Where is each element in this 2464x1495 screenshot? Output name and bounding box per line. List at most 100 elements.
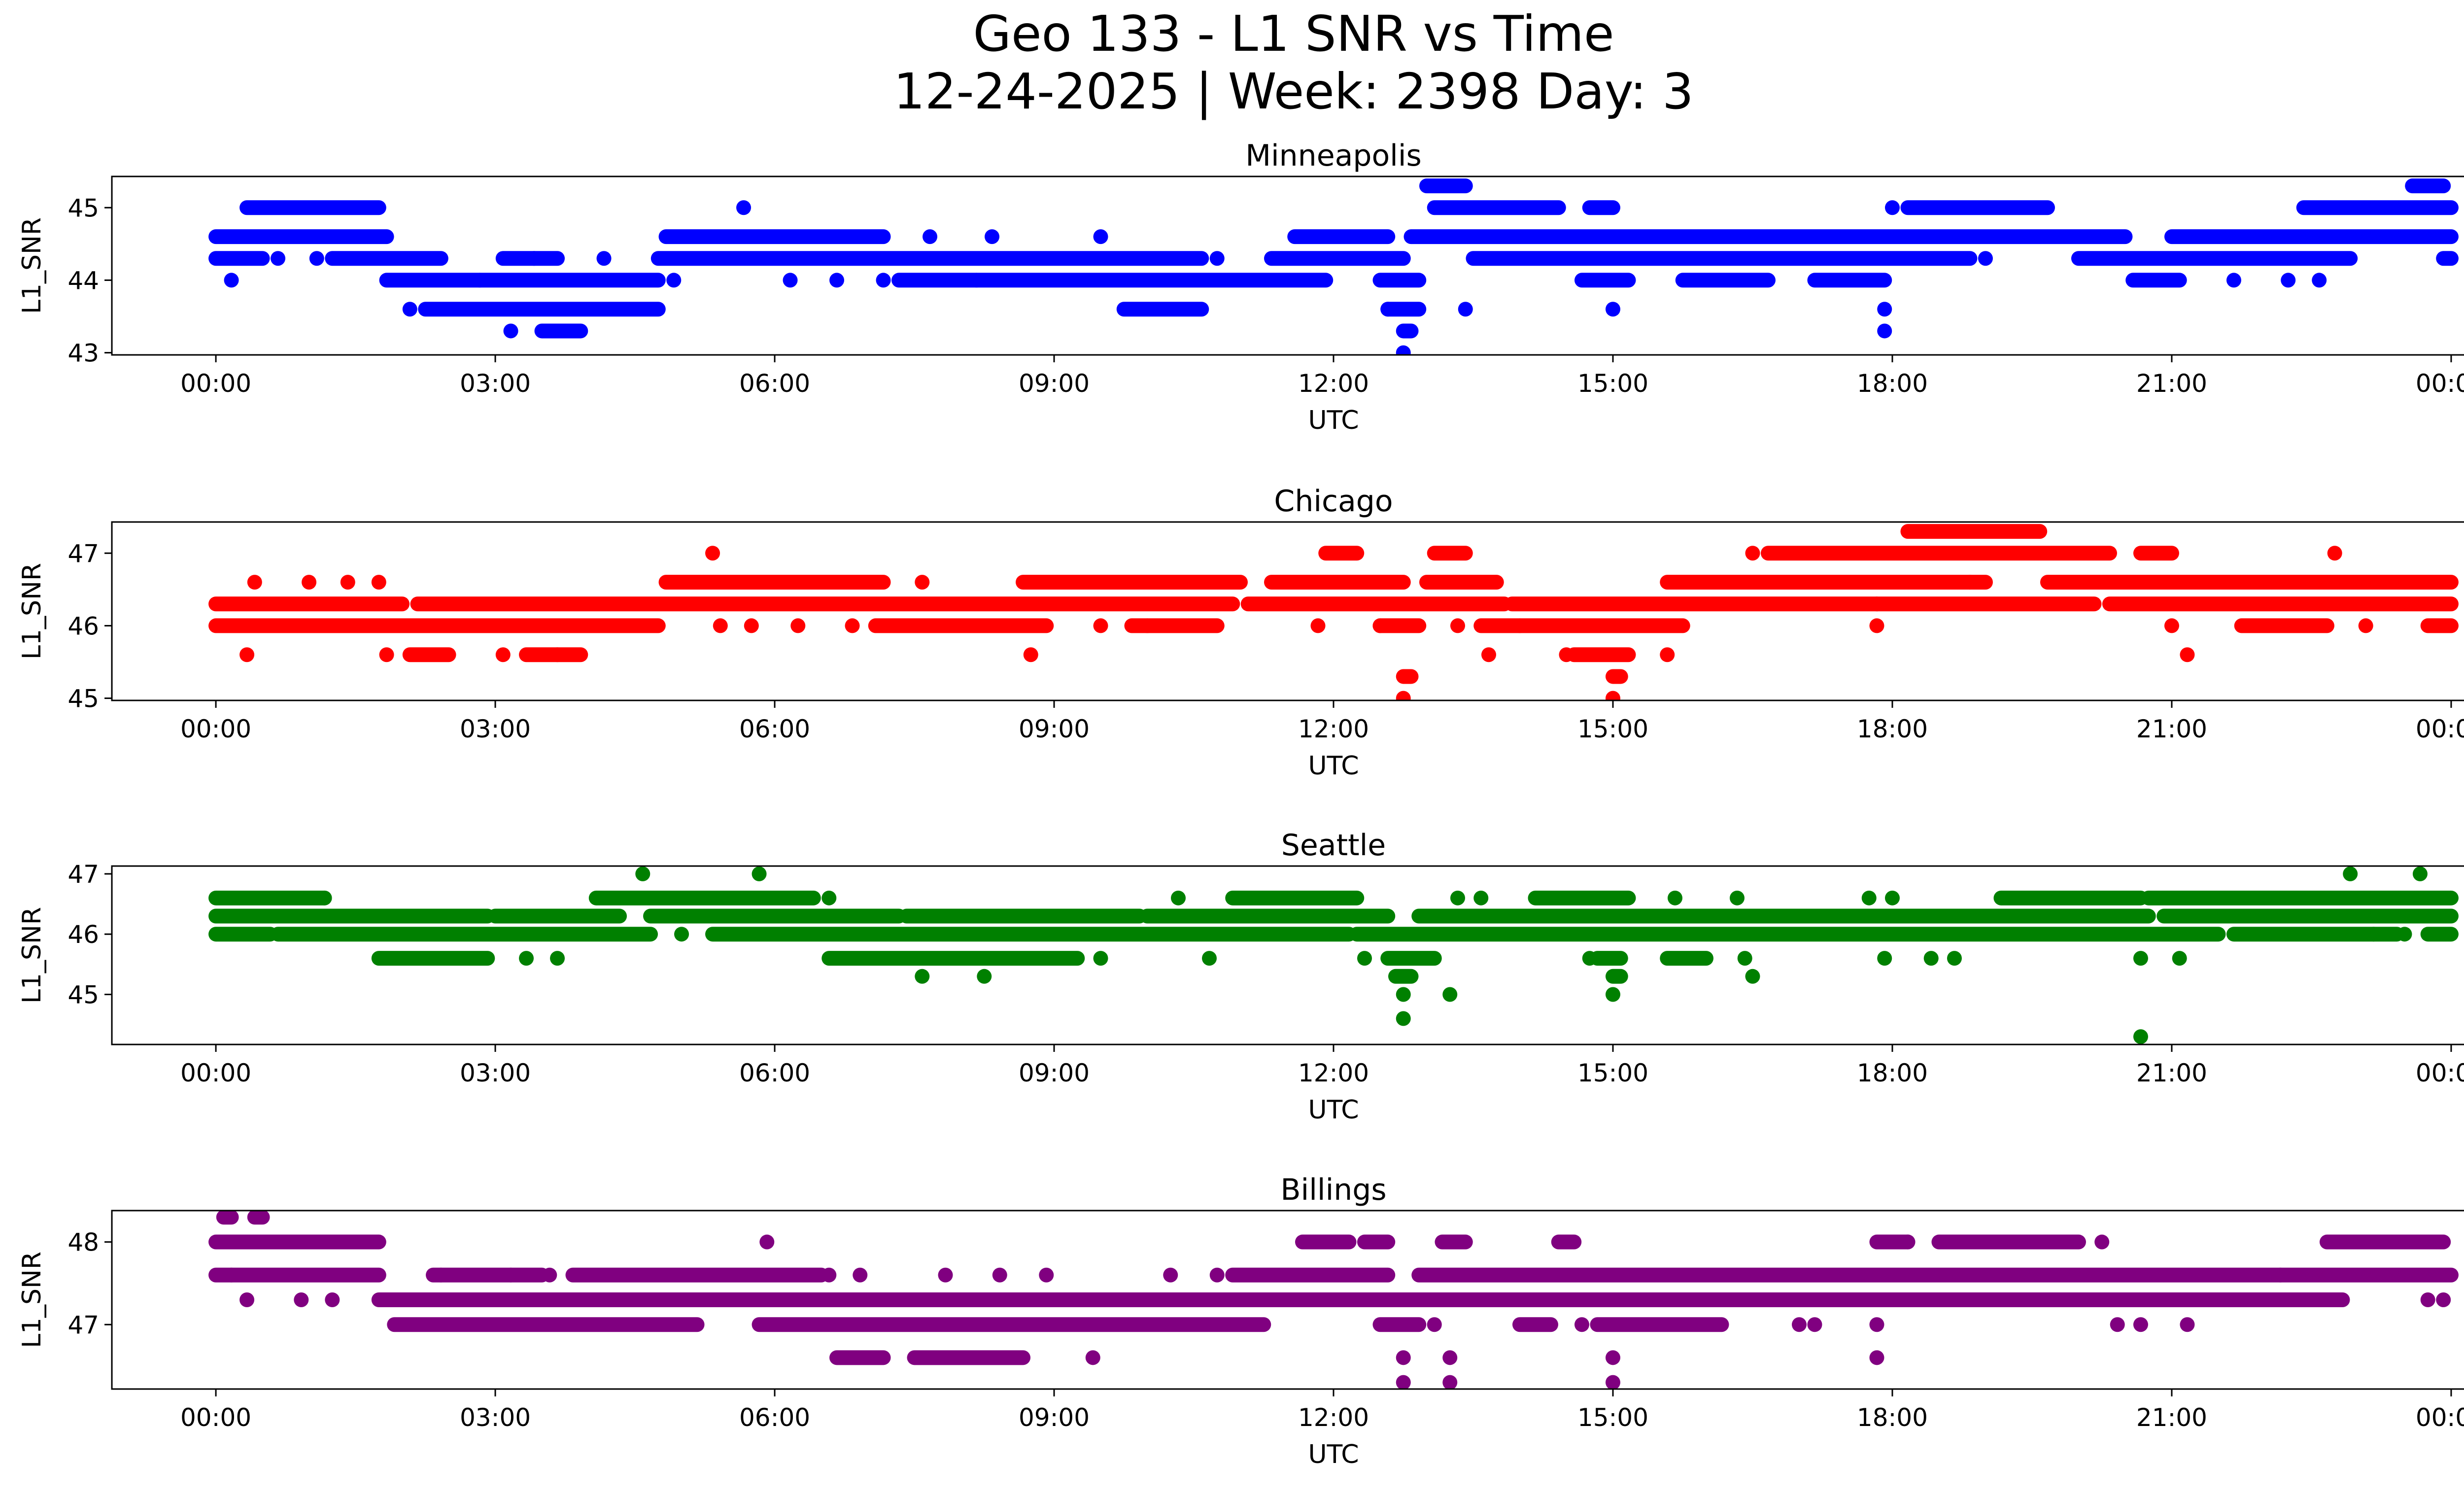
data-point xyxy=(271,251,286,266)
data-point xyxy=(1357,951,1372,966)
x-axis-label: UTC xyxy=(1308,751,1359,781)
y-tick-label: 44 xyxy=(68,266,99,295)
data-point xyxy=(977,969,992,984)
data-point xyxy=(1380,302,1396,317)
data-point xyxy=(1605,1350,1620,1365)
data-point xyxy=(1085,1350,1100,1365)
data-point xyxy=(1442,1350,1458,1365)
data-point xyxy=(1512,618,1527,633)
data-point xyxy=(736,200,752,215)
data-point xyxy=(821,1267,837,1283)
data-point xyxy=(2226,273,2241,288)
data-point xyxy=(2094,1234,2110,1250)
data-point xyxy=(309,251,324,266)
data-point xyxy=(325,1292,340,1307)
data-point xyxy=(294,1292,309,1307)
x-tick-label: 03:00 xyxy=(460,1403,531,1432)
data-point xyxy=(1660,647,1675,662)
data-point xyxy=(821,890,837,905)
data-point xyxy=(2358,618,2373,633)
data-point xyxy=(713,618,728,633)
data-point xyxy=(1962,575,1978,590)
x-tick-label: 12:00 xyxy=(1298,369,1369,398)
data-point xyxy=(2327,546,2342,561)
x-tick-label: 21:00 xyxy=(2136,1059,2207,1087)
x-tick-label: 09:00 xyxy=(1019,715,1090,743)
data-point xyxy=(1737,951,1752,966)
x-tick-label: 00:00 xyxy=(180,369,251,398)
data-point xyxy=(1582,951,1597,966)
data-point xyxy=(923,229,938,244)
x-tick-label: 21:00 xyxy=(2136,369,2207,398)
panel-title: Minneapolis xyxy=(1245,139,1422,173)
data-point xyxy=(1039,1267,1054,1283)
data-point xyxy=(472,273,487,288)
y-tick-label: 43 xyxy=(68,339,99,368)
data-point xyxy=(1807,1317,1822,1332)
data-point xyxy=(1481,647,1496,662)
data-point xyxy=(1396,1375,1411,1389)
y-axis-label: L1_SNR xyxy=(17,1252,47,1348)
data-point xyxy=(1310,618,1326,633)
data-point xyxy=(1667,890,1682,905)
x-tick-label: 03:00 xyxy=(460,369,531,398)
data-point xyxy=(1605,691,1620,700)
data-point xyxy=(1209,1267,1225,1283)
data-point xyxy=(2366,927,2381,942)
data-point xyxy=(240,647,255,662)
data-point xyxy=(1760,1292,1776,1307)
data-point xyxy=(1947,951,1962,966)
data-point xyxy=(2312,273,2327,288)
panel-title: Seattle xyxy=(1281,828,1386,863)
data-point xyxy=(224,273,239,288)
data-point xyxy=(2180,1317,2195,1332)
data-point xyxy=(915,969,930,984)
x-tick-label: 18:00 xyxy=(1857,1403,1928,1432)
data-point xyxy=(666,273,682,288)
x-tick-label: 03:00 xyxy=(460,1059,531,1087)
data-point xyxy=(752,866,767,881)
data-point xyxy=(503,323,518,339)
data-point xyxy=(853,1267,868,1283)
data-point xyxy=(1093,618,1108,633)
panel-seattle: Seattle 00:00 03:00 06:00 09:00 12:00 15:00 18:… xyxy=(17,828,2464,1125)
y-axis-label: L1_SNR xyxy=(17,907,47,1004)
data-point xyxy=(1396,1350,1411,1365)
data-point xyxy=(1450,618,1465,633)
x-tick-label: 09:00 xyxy=(1019,1403,1090,1432)
data-points xyxy=(208,178,2459,355)
data-point xyxy=(224,1267,239,1283)
x-tick-label: 15:00 xyxy=(1577,369,1648,398)
x-tick-label: 00:00 xyxy=(2416,715,2464,743)
x-tick-label: 12:00 xyxy=(1298,715,1369,743)
data-point xyxy=(1458,302,1473,317)
data-point xyxy=(1093,951,1108,966)
data-point xyxy=(503,1267,518,1283)
data-point xyxy=(2281,273,2296,288)
data-point xyxy=(1869,1317,1884,1332)
data-point xyxy=(1791,1317,1807,1332)
x-tick-label: 00:00 xyxy=(2416,1403,2464,1432)
data-point xyxy=(1372,618,1388,633)
panel-billings: Billings 00:00 03:00 06:00 09:00 12:00 15:00 18… xyxy=(17,1173,2464,1469)
data-point xyxy=(550,951,565,966)
x-axis-label: UTC xyxy=(1308,1440,1359,1469)
data-point xyxy=(938,1267,953,1283)
data-point xyxy=(2412,866,2428,881)
data-points xyxy=(208,524,2459,700)
data-point xyxy=(1877,323,1892,339)
data-point xyxy=(705,546,720,561)
data-point xyxy=(247,575,262,590)
data-point xyxy=(2436,1292,2451,1307)
data-point xyxy=(1745,969,1760,984)
x-tick-label: 00:00 xyxy=(180,1403,251,1432)
data-point xyxy=(1877,951,1892,966)
data-point xyxy=(2180,647,2195,662)
data-point xyxy=(1978,251,1993,266)
data-point xyxy=(1605,1375,1620,1389)
data-point xyxy=(1869,1350,1884,1365)
x-tick-label: 09:00 xyxy=(1019,1059,1090,1087)
data-point xyxy=(1574,1317,1589,1332)
data-point xyxy=(2110,1317,2125,1332)
